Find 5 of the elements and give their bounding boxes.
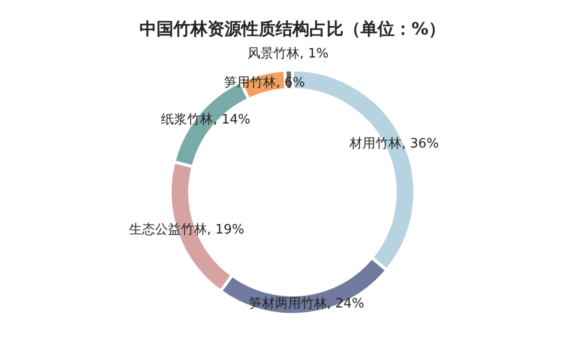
chart-title: 中国竹林资源性质结构占比（单位：%） xyxy=(139,20,446,40)
slice-label: 笋材两用竹林, 24% xyxy=(249,295,364,312)
slice-label: 材用竹林, 36% xyxy=(350,136,439,153)
slice-label: 生态公益竹林, 19% xyxy=(129,222,244,239)
slice-label: 风景竹林, 1% xyxy=(248,45,329,62)
